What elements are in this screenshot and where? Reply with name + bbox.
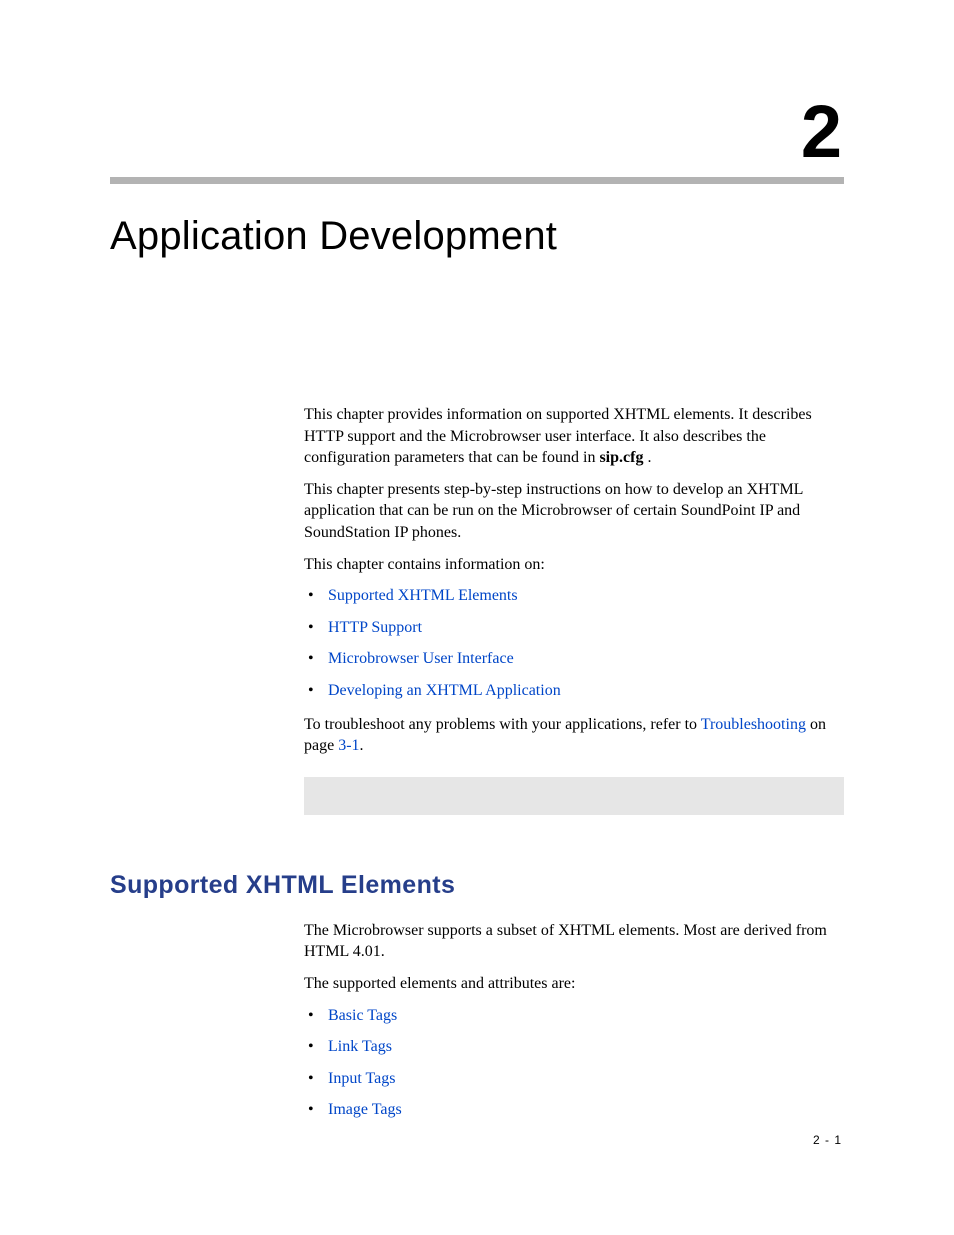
link-troubleshooting[interactable]: Troubleshooting bbox=[701, 716, 806, 733]
callout-box bbox=[304, 777, 844, 815]
troubleshoot-pre: To troubleshoot any problems with your a… bbox=[304, 716, 701, 733]
list-item: Image Tags bbox=[304, 1099, 844, 1121]
list-item: Link Tags bbox=[304, 1036, 844, 1058]
list-item: Input Tags bbox=[304, 1068, 844, 1090]
section-paragraph-1: The Microbrowser supports a subset of XH… bbox=[304, 920, 844, 963]
section-heading-supported-xhtml: Supported XHTML Elements bbox=[110, 871, 844, 900]
section-body: The Microbrowser supports a subset of XH… bbox=[304, 920, 844, 1121]
link-developing-xhtml-app[interactable]: Developing an XHTML Application bbox=[328, 682, 561, 699]
chapter-title: Application Development bbox=[110, 214, 844, 259]
chapter-number: 2 bbox=[110, 95, 844, 169]
link-input-tags[interactable]: Input Tags bbox=[328, 1070, 395, 1087]
list-item: HTTP Support bbox=[304, 617, 844, 639]
document-page: 2 Application Development This chapter p… bbox=[0, 0, 954, 1235]
list-item: Basic Tags bbox=[304, 1005, 844, 1027]
link-supported-xhtml-elements[interactable]: Supported XHTML Elements bbox=[328, 587, 518, 604]
link-http-support[interactable]: HTTP Support bbox=[328, 619, 422, 636]
troubleshoot-paragraph: To troubleshoot any problems with your a… bbox=[304, 714, 844, 757]
link-link-tags[interactable]: Link Tags bbox=[328, 1038, 392, 1055]
list-item: Supported XHTML Elements bbox=[304, 585, 844, 607]
link-page-ref[interactable]: 3-1 bbox=[338, 737, 359, 754]
intro-p1-pre: This chapter provides information on sup… bbox=[304, 406, 812, 466]
link-microbrowser-ui[interactable]: Microbrowser User Interface bbox=[328, 650, 514, 667]
intro-p1-bold: sip.cfg bbox=[599, 449, 643, 466]
intro-link-list: Supported XHTML Elements HTTP Support Mi… bbox=[304, 585, 844, 701]
intro-paragraph-1: This chapter provides information on sup… bbox=[304, 404, 844, 469]
link-image-tags[interactable]: Image Tags bbox=[328, 1101, 402, 1118]
link-basic-tags[interactable]: Basic Tags bbox=[328, 1007, 397, 1024]
intro-block: This chapter provides information on sup… bbox=[304, 404, 844, 815]
section-paragraph-2: The supported elements and attributes ar… bbox=[304, 973, 844, 995]
list-item: Microbrowser User Interface bbox=[304, 648, 844, 670]
intro-p1-post: . bbox=[643, 449, 651, 466]
troubleshoot-post: . bbox=[360, 737, 364, 754]
intro-paragraph-2: This chapter presents step-by-step instr… bbox=[304, 479, 844, 544]
page-number: 2 - 1 bbox=[813, 1133, 842, 1147]
intro-paragraph-3: This chapter contains information on: bbox=[304, 554, 844, 576]
list-item: Developing an XHTML Application bbox=[304, 680, 844, 702]
section-link-list: Basic Tags Link Tags Input Tags Image Ta… bbox=[304, 1005, 844, 1121]
chapter-rule bbox=[110, 177, 844, 184]
